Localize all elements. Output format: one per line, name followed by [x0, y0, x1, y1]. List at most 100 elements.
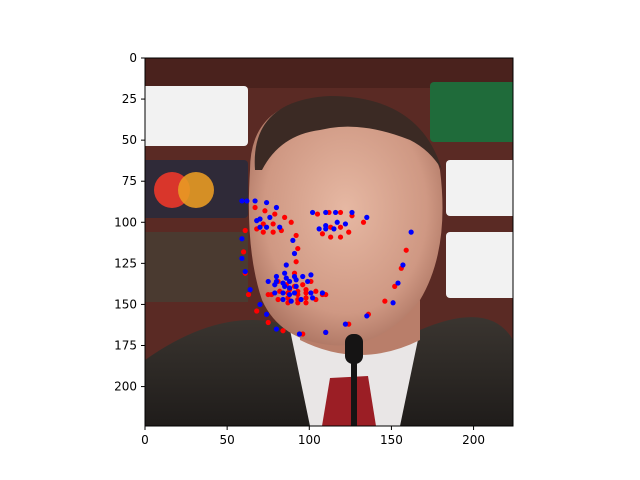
y-tick-label: 0 — [129, 51, 137, 65]
scatter-point-series-1 — [323, 209, 329, 216]
scatter-point-series-0 — [282, 214, 288, 220]
scatter-point-series-1 — [263, 311, 270, 317]
scatter-point-series-1 — [273, 273, 280, 280]
scatter-point-series-0 — [295, 245, 301, 252]
scatter-point-series-0 — [328, 234, 334, 240]
scatter-point-series-1 — [293, 277, 299, 283]
scatter-point-series-1 — [272, 290, 278, 296]
scatter-point-series-0 — [392, 283, 398, 289]
scatter-point-series-0 — [303, 290, 309, 296]
scatter-point-series-1 — [244, 198, 250, 204]
background-photo — [145, 58, 513, 426]
scatter-point-series-1 — [277, 224, 283, 230]
scatter-point-series-0 — [242, 227, 248, 234]
final-board — [145, 232, 248, 302]
microphone — [345, 334, 363, 364]
unicredit-board — [145, 86, 248, 146]
sony-board — [446, 160, 513, 216]
scatter-point-series-1 — [247, 287, 253, 293]
scatter-point-series-1 — [283, 262, 289, 268]
scatter-point-series-0 — [260, 221, 266, 227]
scatter-point-series-0 — [260, 229, 266, 235]
scatter-point-series-1 — [331, 226, 337, 232]
scatter-point-series-1 — [273, 326, 280, 332]
scatter-point-series-1 — [272, 282, 278, 288]
scatter-point-series-0 — [262, 208, 268, 214]
scatter-point-series-1 — [293, 283, 299, 289]
x-tick-label: 100 — [298, 433, 321, 447]
scatter-point-series-1 — [334, 219, 340, 225]
x-axis: 0 50 100 150 200 — [141, 426, 485, 447]
scatter-point-series-1 — [288, 298, 294, 304]
heineken-board — [430, 82, 513, 142]
scatter-point-series-0 — [254, 308, 260, 314]
scatter-point-series-0 — [240, 249, 247, 255]
scatter-point-series-0 — [265, 319, 271, 326]
y-tick-label: 25 — [122, 92, 137, 106]
scatter-point-series-0 — [252, 204, 258, 211]
scatter-point-series-1 — [309, 209, 316, 216]
x-tick-label: 50 — [220, 433, 235, 447]
scatter-point-series-0 — [403, 247, 409, 253]
scatter-point-series-0 — [293, 232, 299, 239]
scatter-point-series-1 — [408, 229, 414, 235]
scatter-point-series-1 — [290, 237, 296, 243]
scatter-point-series-1 — [364, 214, 370, 220]
scatter-point-series-0 — [270, 229, 276, 235]
scatter-point-series-1 — [332, 209, 339, 216]
scatter-point-series-1 — [280, 290, 286, 296]
x-tick-label: 0 — [141, 433, 149, 447]
y-axis: 0 25 50 75 100 125 150 175 200 — [114, 51, 145, 394]
scatter-point-series-1 — [239, 198, 245, 204]
scatter-point-series-1 — [316, 226, 322, 232]
y-tick-label: 200 — [114, 380, 137, 394]
scatter-point-series-0 — [382, 298, 388, 304]
scatter-point-series-1 — [267, 214, 273, 220]
scatter-point-series-1 — [265, 278, 271, 285]
landmark-points — [239, 198, 414, 337]
scatter-point-series-1 — [239, 255, 245, 262]
scatter-point-series-0 — [280, 328, 286, 334]
scatter-point-series-0 — [275, 296, 281, 303]
scatter-point-series-1 — [323, 329, 329, 335]
y-tick-label: 75 — [122, 174, 137, 188]
scatter-point-series-1 — [342, 321, 349, 327]
scatter-point-series-0 — [337, 234, 344, 240]
scatter-point-series-0 — [300, 282, 306, 288]
scatter-point-series-1 — [257, 216, 263, 222]
scatter-point-series-1 — [364, 313, 370, 319]
scatter-point-series-1 — [342, 221, 349, 227]
scatter-point-series-0 — [313, 288, 319, 294]
scatter-point-series-1 — [305, 278, 311, 285]
scatter-point-series-1 — [257, 301, 263, 308]
scatter-point-series-1 — [291, 250, 298, 257]
y-tick-label: 125 — [114, 256, 137, 270]
scatter-point-series-1 — [308, 290, 314, 296]
x-tick-label: 150 — [380, 433, 403, 447]
scatter-point-series-1 — [300, 273, 306, 280]
scatter-point-series-1 — [298, 296, 304, 303]
scatter-point-series-0 — [293, 259, 299, 265]
y-tick-label: 100 — [114, 215, 137, 229]
scatter-point-series-0 — [346, 229, 352, 235]
scatter-point-series-1 — [296, 331, 303, 337]
scatter-point-series-0 — [314, 211, 321, 217]
scatter-point-series-1 — [308, 272, 314, 278]
y-tick-label: 175 — [114, 339, 137, 353]
scatter-point-series-1 — [323, 226, 329, 232]
scatter-point-series-1 — [319, 290, 326, 296]
x-tick-label: 200 — [462, 433, 485, 447]
scatter-point-series-1 — [390, 300, 396, 306]
scatter-point-series-1 — [282, 283, 288, 289]
scatter-point-series-1 — [263, 199, 270, 206]
tve-board — [446, 232, 513, 298]
scatter-point-series-1 — [283, 275, 289, 281]
scatter-point-series-1 — [286, 285, 293, 291]
scatter-point-series-0 — [303, 300, 309, 306]
scatter-point-series-0 — [288, 219, 294, 225]
scatter-point-series-0 — [245, 291, 252, 298]
scatter-point-series-0 — [337, 209, 344, 216]
scatter-point-series-1 — [263, 224, 270, 230]
scatter-point-series-1 — [239, 236, 245, 242]
